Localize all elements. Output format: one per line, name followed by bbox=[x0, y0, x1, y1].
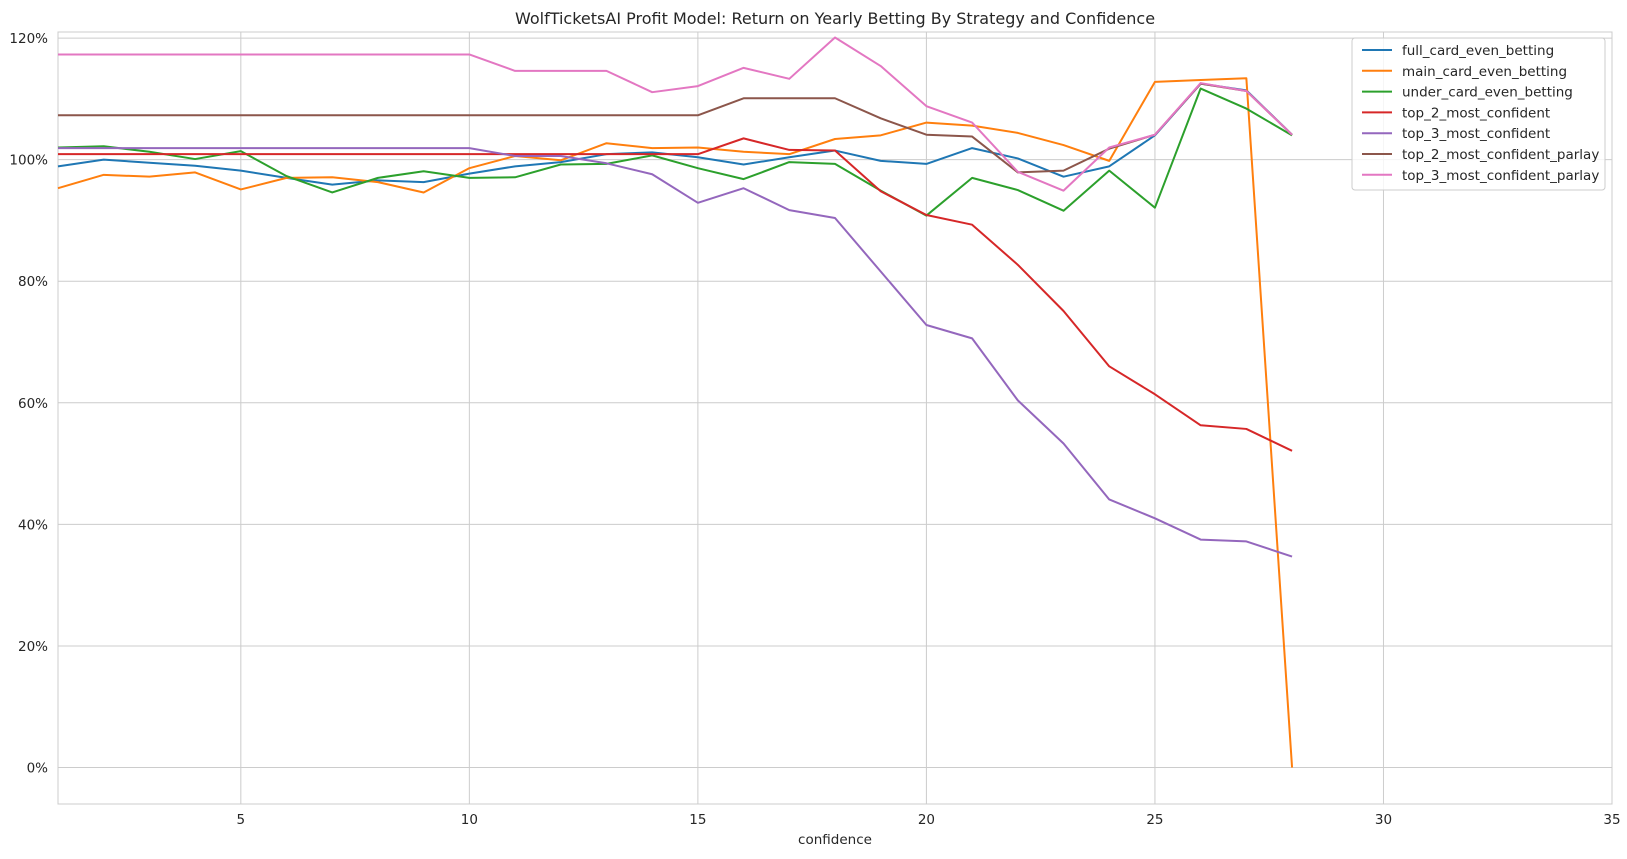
legend-label: under_card_even_betting bbox=[1402, 85, 1573, 101]
x-tick-label: 30 bbox=[1375, 812, 1392, 828]
legend: full_card_even_betting main_card_even_bet… bbox=[1351, 37, 1606, 191]
series-line-top-3-most-confident-parlay bbox=[58, 36, 1293, 192]
series-lines bbox=[57, 36, 1294, 768]
x-tick-label: 20 bbox=[918, 812, 935, 828]
y-tick-label: 20% bbox=[18, 639, 48, 655]
legend-label: top_3_most_confident bbox=[1402, 126, 1550, 142]
y-tick-label: 100% bbox=[9, 153, 48, 169]
series-line-top-3-most-confident bbox=[58, 147, 1293, 558]
y-tick-label: 80% bbox=[18, 274, 48, 290]
legend-box bbox=[1351, 37, 1606, 191]
x-tick-label: 10 bbox=[461, 812, 478, 828]
series-line-under-card-even-betting bbox=[57, 87, 1293, 217]
y-tick-labels: 0% 20% 40% 60% 80% 100% 120% bbox=[9, 31, 48, 776]
series-line-top-2-most-confident-parlay bbox=[58, 82, 1293, 174]
y-tick-label: 40% bbox=[18, 517, 48, 533]
x-tick-labels: 5 10 15 20 25 30 35 bbox=[237, 812, 1621, 828]
grid-lines bbox=[58, 32, 1613, 804]
series-line-top-2-most-confident bbox=[58, 137, 1293, 452]
chart-title: WolfTicketsAI Profit Model: Return on Ye… bbox=[515, 9, 1155, 28]
x-axis-label: confidence bbox=[798, 832, 872, 848]
legend-label: top_2_most_confident bbox=[1402, 105, 1550, 121]
x-tick-label: 35 bbox=[1603, 812, 1620, 828]
x-tick-label: 25 bbox=[1146, 812, 1163, 828]
x-tick-label: 15 bbox=[689, 812, 706, 828]
x-tick-label: 5 bbox=[237, 812, 246, 828]
series-line-main-card-even-betting bbox=[57, 77, 1294, 768]
legend-label: full_card_even_betting bbox=[1402, 43, 1554, 59]
legend-label: top_2_most_confident_parlay bbox=[1402, 147, 1599, 163]
y-tick-label: 120% bbox=[9, 31, 48, 47]
legend-label: top_3_most_confident_parlay bbox=[1402, 168, 1599, 184]
y-tick-label: 0% bbox=[27, 761, 49, 777]
y-tick-label: 60% bbox=[18, 396, 48, 412]
legend-label: main_card_even_betting bbox=[1402, 64, 1567, 80]
